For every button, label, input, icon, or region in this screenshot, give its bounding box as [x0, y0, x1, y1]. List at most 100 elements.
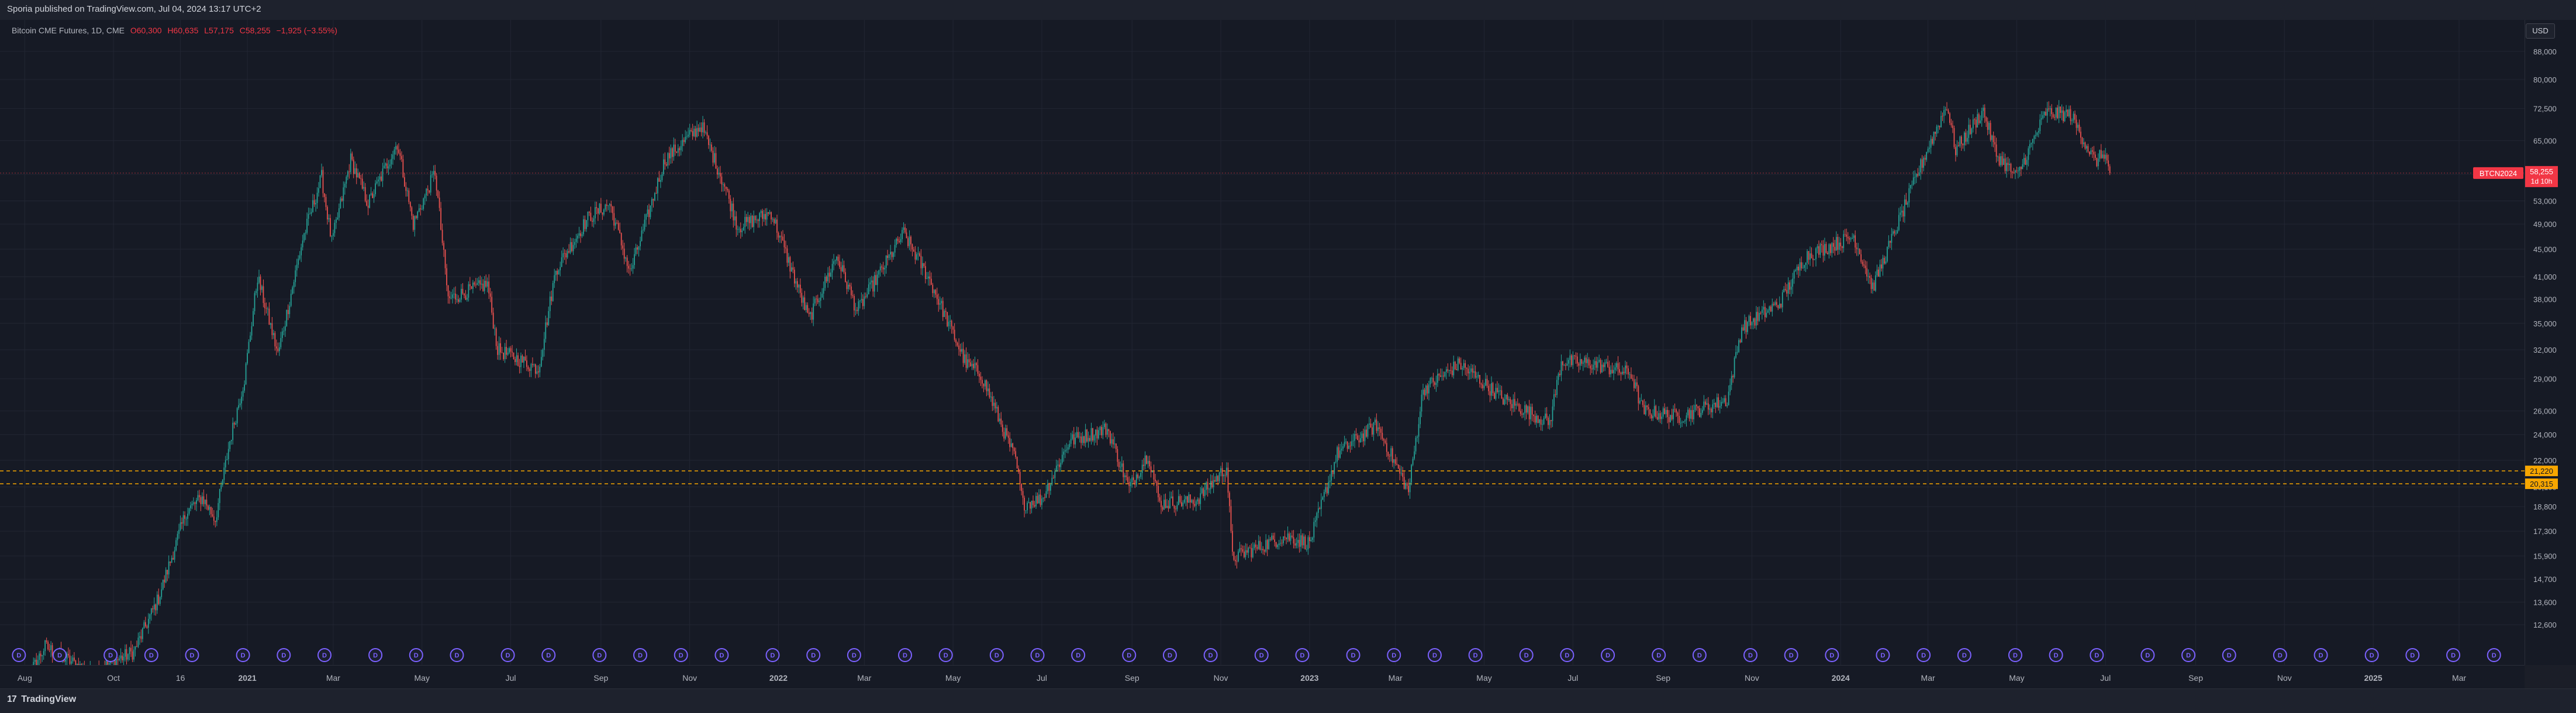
candle-body	[509, 348, 510, 353]
candle-body	[1140, 473, 1142, 477]
candle-body	[1694, 405, 1696, 410]
event-marker-glyph: D	[454, 652, 459, 659]
candle-body	[529, 369, 530, 371]
candle-body	[1224, 475, 1226, 476]
candle-body	[811, 312, 813, 320]
candle-body	[1051, 477, 1053, 485]
candle-body	[1203, 488, 1204, 497]
candle-body	[674, 144, 676, 152]
candle-body	[1421, 394, 1422, 412]
candle-body	[1831, 243, 1833, 253]
candle-body	[795, 281, 797, 284]
candle-body	[433, 171, 434, 175]
x-tick-label: May	[415, 673, 430, 683]
candle-body	[565, 253, 567, 258]
event-marker-icon	[1387, 648, 1401, 662]
candle-body	[299, 255, 301, 259]
candle-body	[1310, 539, 1312, 542]
event-marker-glyph: D	[944, 652, 948, 659]
candle-body	[1146, 455, 1148, 464]
time-scale[interactable]: Aug Oct 16 2021 Mar May Jul Sep Nov 2022 Mar May Jul…	[0, 666, 2525, 689]
candle-body	[2061, 110, 2063, 113]
x-tick-label: Jul	[1037, 673, 1047, 683]
candle-body	[827, 273, 828, 281]
event-marker-glyph: D	[811, 652, 816, 659]
candle-body	[926, 278, 928, 280]
candle-body	[1870, 278, 1872, 290]
candle-body	[414, 216, 416, 230]
candle-body	[2038, 131, 2039, 133]
candle-body	[637, 247, 638, 250]
candle-body	[941, 301, 942, 304]
candle-body	[807, 305, 809, 313]
candle-body	[932, 284, 934, 294]
candle-body	[697, 128, 699, 132]
candle-body	[1214, 480, 1216, 482]
candle-body	[2004, 158, 2006, 171]
candle-body	[203, 496, 205, 504]
candle-body	[1923, 157, 1925, 168]
candle-body	[344, 183, 346, 188]
candle-body	[708, 136, 709, 145]
candle-body	[1646, 405, 1648, 408]
tradingview-logo[interactable]: 17 TradingView	[7, 694, 76, 705]
time-axis[interactable]: Aug Oct 16 2021 Mar May Jul Sep Nov 2022 Mar May Jul…	[0, 665, 2525, 689]
candle-body	[1144, 455, 1146, 466]
candle-body	[638, 246, 640, 250]
candle-body	[717, 168, 718, 175]
candle-body	[1332, 471, 1334, 474]
candle-body	[247, 353, 248, 364]
candle-body	[1881, 264, 1882, 269]
candle-body	[680, 146, 682, 150]
candle-body	[75, 660, 77, 670]
currency-selector[interactable]: USD	[2526, 23, 2555, 39]
candle-body	[2016, 170, 2018, 171]
candle-body	[539, 366, 541, 373]
candle-body	[1009, 438, 1011, 447]
candle-body	[1425, 385, 1427, 395]
candle-body	[1936, 126, 1938, 134]
candle-body	[1495, 388, 1497, 399]
candle-body	[145, 622, 146, 626]
candle-body	[1879, 264, 1881, 277]
candle-body	[241, 397, 243, 404]
x-tick-label: Jul	[2100, 673, 2111, 683]
candle-body	[1811, 253, 1812, 259]
candle-body	[1524, 405, 1526, 414]
candle-body	[580, 233, 581, 236]
candle-body	[1165, 500, 1166, 508]
candle-body	[798, 284, 800, 288]
candle-body	[939, 303, 941, 305]
candle-body	[607, 205, 609, 206]
price-axis[interactable]: 88,00080,00072,50065,00058,00053,00049,0…	[2525, 20, 2576, 665]
candle-body	[143, 622, 145, 629]
candle-body	[979, 373, 980, 377]
candle-body	[1293, 537, 1294, 544]
price-scale[interactable]: 88,00080,00072,50065,00058,00053,00049,0…	[2525, 20, 2576, 665]
candle-body	[1559, 373, 1560, 376]
candle-body	[1542, 424, 1543, 425]
candle-body	[1721, 402, 1722, 407]
candle-body	[393, 149, 395, 155]
candle-body	[1993, 135, 1994, 142]
candle-body	[137, 638, 139, 647]
candle-body	[479, 280, 481, 285]
candle-body	[1095, 429, 1096, 436]
candle-body	[1252, 548, 1254, 557]
candle-body	[182, 515, 184, 524]
candle-body	[833, 261, 834, 264]
candle-body	[408, 190, 410, 202]
candle-body	[1537, 415, 1539, 423]
candle-body	[1386, 443, 1387, 452]
candle-body	[1536, 415, 1538, 423]
candle-body	[248, 342, 250, 353]
candle-body	[1763, 306, 1764, 310]
candle-body	[306, 219, 308, 233]
candle-body	[679, 148, 681, 150]
candle-body	[1399, 468, 1401, 474]
candle-body	[1104, 423, 1105, 428]
candle-body	[322, 170, 324, 194]
candle-body	[1289, 533, 1290, 541]
